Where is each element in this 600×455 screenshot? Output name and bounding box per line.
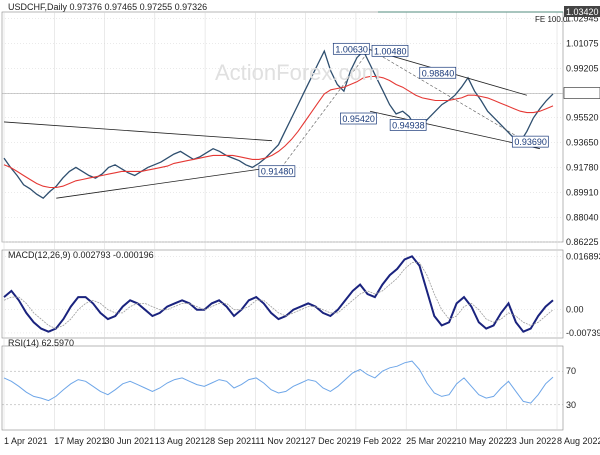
price-panel: FE 100.0 1.00630 1.00480 0.98840 0.95420 0.94… bbox=[2, 11, 568, 200]
annotation-label: 0.93690 bbox=[514, 137, 547, 147]
y-tick-label: 0.86225 bbox=[566, 237, 599, 247]
projection-line-down bbox=[369, 49, 528, 143]
annotation-box bbox=[419, 66, 457, 79]
rsi-tick-label: 70 bbox=[566, 366, 576, 376]
price-line bbox=[3, 49, 554, 200]
annotation-box bbox=[340, 112, 377, 125]
wedge-lower-trendline bbox=[369, 110, 541, 150]
x-tick-label: 13 Aug 2021 bbox=[155, 436, 206, 446]
annotation-box bbox=[258, 165, 296, 178]
fe-label: FE 100.0 bbox=[535, 15, 568, 24]
y-tick-label: 0.95520 bbox=[566, 113, 599, 123]
x-tick-label: 23 Jun 2022 bbox=[507, 436, 557, 446]
macd-tick-label: 0.016893 bbox=[566, 252, 600, 262]
macd-tick-label: 0.00 bbox=[566, 305, 584, 315]
x-tick-label: 30 Jun 2021 bbox=[105, 436, 155, 446]
x-tick-label: 11 Nov 2021 bbox=[255, 436, 305, 446]
annotation-label: 1.00480 bbox=[374, 46, 407, 56]
y-tick-label: 0.89910 bbox=[566, 188, 599, 198]
y-tick-label: 0.91780 bbox=[566, 163, 599, 173]
annotation-box bbox=[389, 119, 427, 131]
annotation-label: 1.00630 bbox=[335, 44, 368, 54]
x-tick-label: 28 Sep 2021 bbox=[205, 436, 256, 446]
rsi-panel bbox=[3, 360, 554, 404]
panel-frame bbox=[1, 249, 564, 339]
annotation-box bbox=[332, 42, 370, 55]
x-tick-label: 17 May 2021 bbox=[54, 436, 106, 446]
macd-line bbox=[3, 255, 554, 333]
x-tick-label: 10 May 2022 bbox=[456, 436, 508, 446]
rsi-title: RSI(14) 62.5970 bbox=[8, 338, 74, 348]
y-tick-label: 0.99205 bbox=[566, 63, 599, 73]
annotation-box bbox=[511, 135, 549, 148]
x-tick-label: 8 Aug 2022 bbox=[557, 436, 600, 446]
rsi-line bbox=[3, 360, 554, 404]
rsi-tick-label: 30 bbox=[566, 400, 576, 410]
y-tick-label: 1.02945 bbox=[566, 13, 599, 23]
annotation-label: 0.94938 bbox=[392, 120, 425, 130]
annotation-label: 0.91480 bbox=[261, 167, 294, 177]
x-tick-label: 9 Feb 2022 bbox=[356, 436, 402, 446]
x-tick-label: 25 Mar 2022 bbox=[406, 436, 457, 446]
triangle-upper-trendline bbox=[3, 121, 272, 142]
macd-signal-line bbox=[3, 262, 554, 330]
y-tick-label: 1.01075 bbox=[566, 38, 599, 48]
y-tick-label: 0.88040 bbox=[566, 213, 599, 223]
macd-tick-label: -0.007393 bbox=[566, 328, 600, 338]
panel-frame bbox=[1, 11, 564, 243]
last-price-box bbox=[563, 87, 600, 99]
y-tick-label: 0.93650 bbox=[566, 138, 599, 148]
annotation-label: 0.98840 bbox=[422, 68, 455, 78]
macd-panel bbox=[3, 255, 554, 333]
annotation-label: 0.95420 bbox=[342, 114, 375, 124]
projection-line-up bbox=[278, 49, 371, 172]
moving-average-line bbox=[3, 75, 554, 189]
fe-value-label: 1.03420 bbox=[566, 7, 599, 17]
x-tick-label: 27 Dec 2021 bbox=[306, 436, 357, 446]
panel-frame bbox=[1, 345, 564, 431]
watermark: ActionForex.com bbox=[215, 60, 380, 85]
annotation-box bbox=[371, 44, 409, 57]
macd-title: MACD(12,26,9) 0.002793 -0.000196 bbox=[8, 250, 154, 260]
price-chart-title: USDCHF,Daily 0.97376 0.97465 0.97255 0.9… bbox=[8, 2, 207, 12]
x-tick-label: 1 Apr 2021 bbox=[4, 436, 48, 446]
fe-value-box bbox=[564, 6, 600, 17]
triangle-lower-trendline bbox=[56, 167, 273, 199]
